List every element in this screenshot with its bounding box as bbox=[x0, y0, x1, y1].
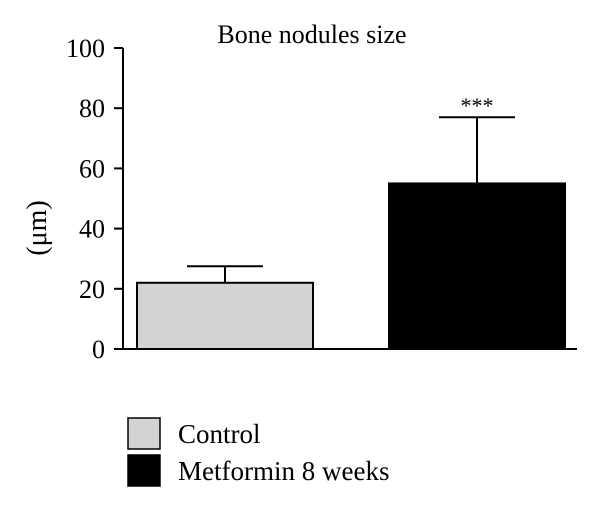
legend: Control Metformin 8 weeks bbox=[127, 417, 389, 487]
bars: *** bbox=[136, 93, 566, 350]
y-tick-label: 100 bbox=[66, 34, 105, 63]
legend-label: Control bbox=[178, 419, 261, 449]
legend-label: Metformin 8 weeks bbox=[178, 456, 389, 486]
chart-title: Bone nodules size bbox=[217, 20, 406, 49]
y-axis-ticks: 0 20 40 60 80 100 bbox=[66, 34, 123, 364]
bar bbox=[136, 281, 314, 350]
legend-swatch bbox=[127, 417, 161, 450]
legend-swatch bbox=[127, 454, 161, 487]
bar bbox=[388, 182, 566, 350]
significance-label: *** bbox=[461, 93, 494, 118]
y-axis-label: (μm) bbox=[22, 200, 53, 255]
y-tick-label: 40 bbox=[79, 215, 105, 244]
y-tick-label: 20 bbox=[79, 275, 105, 304]
y-tick-label: 60 bbox=[79, 154, 105, 183]
y-tick-label: 0 bbox=[92, 335, 105, 364]
y-tick-label: 80 bbox=[79, 94, 105, 123]
